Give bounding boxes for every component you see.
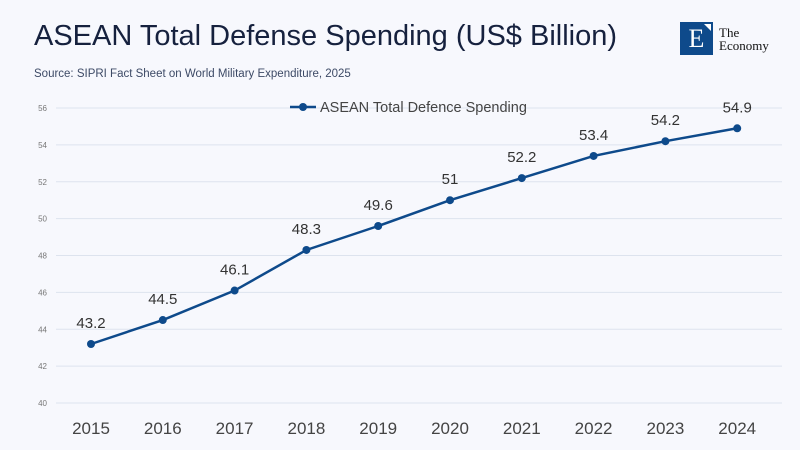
the-economy-logo: E The Economy <box>680 22 769 55</box>
x-tick-label: 2022 <box>575 419 613 438</box>
data-point <box>374 222 383 230</box>
x-tick-label: 2019 <box>359 419 397 438</box>
data-label: 48.3 <box>292 221 321 238</box>
x-tick-label: 2020 <box>431 419 469 438</box>
y-tick-label: 54 <box>38 141 47 150</box>
data-point <box>158 316 167 325</box>
y-tick-label: 46 <box>38 288 47 297</box>
data-point <box>87 340 95 348</box>
y-tick-label: 52 <box>38 178 47 187</box>
y-tick-label: 50 <box>38 215 47 224</box>
x-tick-label: 2016 <box>144 419 182 438</box>
y-tick-label: 48 <box>38 252 47 261</box>
data-label: 46.1 <box>220 262 249 279</box>
y-tick-label: 42 <box>38 362 47 371</box>
logo-mark-icon: E <box>680 22 713 55</box>
data-point <box>589 151 598 160</box>
data-label: 43.2 <box>76 315 105 332</box>
x-tick-label: 2023 <box>646 419 684 438</box>
data-point <box>661 137 670 146</box>
data-label: 52.2 <box>507 149 536 166</box>
source-note: Source: SIPRI Fact Sheet on World Milita… <box>34 68 351 80</box>
data-point <box>517 174 526 183</box>
y-tick-label: 56 <box>38 104 47 113</box>
data-label: 44.5 <box>148 291 177 308</box>
data-label: 54.9 <box>723 99 752 116</box>
chart-title: ASEAN Total Defense Spending (US$ Billio… <box>34 20 618 52</box>
data-label: 53.4 <box>579 127 608 144</box>
x-tick-label: 2018 <box>287 419 325 438</box>
y-tick-label: 40 <box>38 399 47 408</box>
x-tick-label: 2024 <box>718 419 756 438</box>
legend-label: ASEAN Total Defence Spending <box>320 100 527 116</box>
data-label: 51 <box>442 171 459 188</box>
x-tick-label: 2017 <box>216 419 254 438</box>
y-tick-label: 44 <box>38 325 47 334</box>
data-point <box>446 196 454 205</box>
data-point <box>230 286 239 295</box>
series-line <box>90 127 738 346</box>
x-tick-label: 2021 <box>503 419 541 438</box>
logo-line1: The <box>719 24 740 40</box>
data-point <box>302 245 311 254</box>
data-point <box>733 124 742 133</box>
data-label: 54.2 <box>651 112 680 129</box>
data-label: 49.6 <box>364 197 393 214</box>
legend-marker-icon <box>299 103 307 111</box>
x-tick-label: 2015 <box>72 419 110 438</box>
logo-line2: Economy <box>719 37 769 53</box>
